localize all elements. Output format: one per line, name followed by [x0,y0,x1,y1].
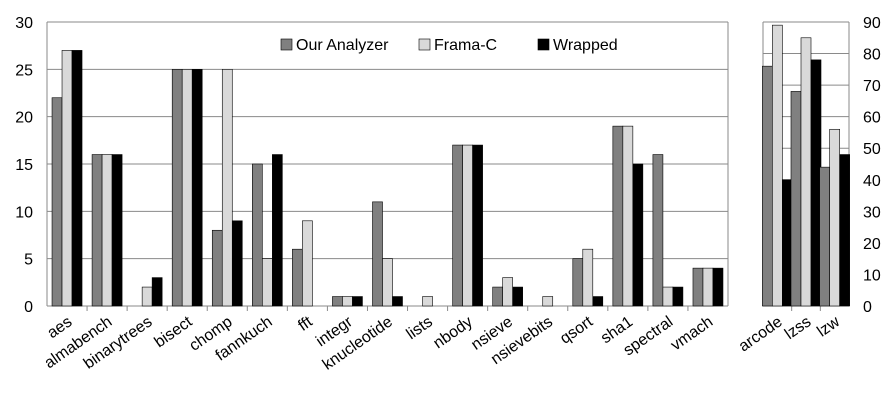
bar-our-analyzer-almabench [91,154,103,307]
bar-frama-c-arcode [772,24,783,307]
bar-wrapped-bisect [191,69,203,307]
bar-our-analyzer-knucleotide [372,201,383,307]
legend-swatch-our-analyzer [280,38,293,51]
side-y-tick-label: 70 [863,78,881,95]
bar-wrapped-chomp [231,220,243,307]
bar-frama-c-integr [342,296,353,307]
side-y-tick-label: 90 [863,15,881,32]
bar-frama-c-fannkuch [262,258,273,307]
bar-wrapped-binarytrees [151,277,163,307]
bar-frama-c-nbody [462,144,473,307]
bar-our-analyzer-aes [51,97,63,307]
side-y-tick-label: 0 [863,299,872,316]
bar-our-analyzer-nbody [452,144,463,307]
bar-our-analyzer-spectral [652,154,664,307]
main-y-tick-label: 0 [24,299,33,316]
x-tick-label-lzw: lzw [814,313,843,340]
bar-frama-c-chomp [221,69,233,307]
x-tick-label-qsort: qsort [557,313,596,348]
legend-swatch-wrapped [537,38,550,51]
legend: Our Analyzer Frama-C Wrapped [280,37,618,54]
side-y-tick-label: 50 [863,141,881,158]
x-tick-label-nbody: nbody [430,313,475,352]
bar-our-analyzer-bisect [171,69,183,307]
legend-swatch-frama-c [418,38,431,51]
bar-frama-c-sha1 [622,125,634,307]
bar-frama-c-binarytrees [141,286,153,307]
bar-frama-c-fft [302,220,313,307]
bar-wrapped-sha1 [632,163,644,307]
bar-frama-c-nsieve [502,277,513,307]
bar-frama-c-spectral [662,286,674,307]
bar-our-analyzer-sha1 [612,125,624,307]
bar-our-analyzer-lzss [790,91,802,307]
bar-wrapped-fannkuch [272,154,283,307]
bar-wrapped-spectral [672,286,684,307]
legend-label-our-analyzer: Our Analyzer [296,37,389,54]
side-y-tick-label: 40 [863,173,881,190]
bar-frama-c-lzw [829,128,840,307]
bar-our-analyzer-arcode [762,65,773,307]
bar-frama-c-bisect [181,69,193,307]
bar-frama-c-qsort [582,248,594,307]
bar-our-analyzer-fft [292,248,303,307]
bar-our-analyzer-nsieve [492,286,503,307]
bar-wrapped-almabench [111,154,123,307]
bar-frama-c-almabench [101,154,113,307]
bar-frama-c-lzss [800,37,812,307]
main-y-tick-label: 15 [15,157,33,174]
side-y-tick-label: 20 [863,236,881,253]
bar-wrapped-qsort [592,296,604,307]
side-y-tick-label: 30 [863,204,881,221]
bar-frama-c-nsievebits [542,296,554,307]
bar-frama-c-lists [422,296,433,307]
main-y-tick-label: 25 [15,62,33,79]
bar-wrapped-aes [71,50,83,307]
side-y-tick-label: 60 [863,110,881,127]
main-y-tick-label: 5 [24,252,33,269]
main-chart: 051015202530aesalmabenchbinarytreesbisec… [15,15,729,374]
bar-wrapped-lzw [839,154,850,307]
x-tick-label-arcode: arcode [736,313,786,355]
bar-our-analyzer-chomp [211,229,223,307]
bar-our-analyzer-fannkuch [252,163,263,307]
bar-wrapped-vmach [712,267,724,307]
bar-our-analyzer-lzw [819,166,830,307]
x-tick-label-vmach: vmach [668,313,716,354]
side-y-tick-label: 80 [863,47,881,64]
x-tick-label-fft: fft [295,313,316,335]
main-y-tick-label: 30 [15,15,33,32]
bar-our-analyzer-integr [332,296,343,307]
legend-label-wrapped: Wrapped [553,37,618,54]
x-tick-label-lzss: lzss [782,313,814,343]
main-y-tick-label: 20 [15,110,33,127]
bar-wrapped-integr [352,296,363,307]
bar-wrapped-knucleotide [392,296,403,307]
bar-frama-c-knucleotide [382,258,393,307]
bar-our-analyzer-qsort [572,258,584,307]
bar-wrapped-nbody [472,144,483,307]
side-y-tick-label: 10 [863,267,881,284]
bar-wrapped-nsieve [512,286,523,307]
bar-frama-c-aes [61,50,73,307]
bar-our-analyzer-vmach [692,267,704,307]
bar-frama-c-vmach [702,267,714,307]
legend-label-frama-c: Frama-C [434,37,497,54]
main-y-tick-label: 10 [15,204,33,221]
